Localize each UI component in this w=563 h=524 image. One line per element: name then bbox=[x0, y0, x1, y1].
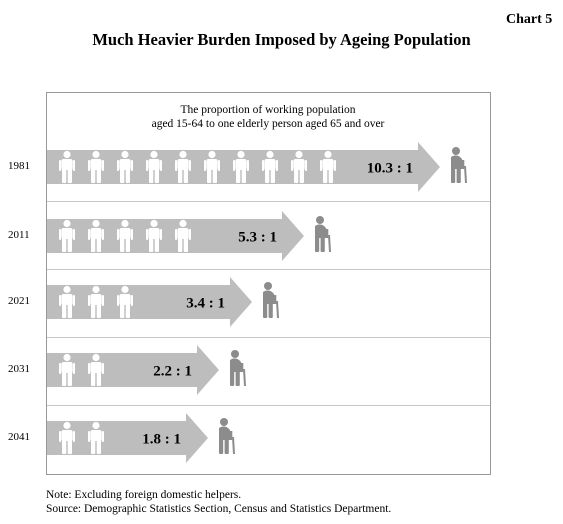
worker-figures-2041 bbox=[59, 421, 104, 454]
plot-frame bbox=[46, 92, 491, 475]
elderly-figure-icon bbox=[451, 147, 467, 184]
worker-figures-2031 bbox=[59, 353, 104, 386]
chart-number-label: Chart 5 bbox=[506, 12, 553, 27]
notes-block: Note: Excluding foreign domestic helpers… bbox=[46, 488, 391, 516]
row-label-2021: 2021 bbox=[8, 295, 30, 307]
elderly-figure-icon bbox=[315, 216, 331, 253]
subtitle-line-2: aged 15-64 to one elderly person aged 65… bbox=[152, 118, 385, 130]
worker-figures-2011 bbox=[59, 219, 191, 252]
ratio-value-label: 2.2 : 1 bbox=[153, 364, 192, 380]
ratio-value-label: 5.3 : 1 bbox=[238, 230, 277, 246]
ratio-arrow-2031 bbox=[47, 345, 219, 395]
source-text: Source: Demographic Statistics Section, … bbox=[46, 503, 392, 515]
row-label-2041: 2041 bbox=[8, 431, 30, 443]
row-label-2011: 2011 bbox=[8, 229, 30, 241]
note-text: Note: Excluding foreign domestic helpers… bbox=[46, 489, 242, 501]
ratio-value-label: 10.3 : 1 bbox=[367, 161, 413, 177]
ratio-value-label: 1.8 : 1 bbox=[142, 432, 181, 448]
worker-figures-2021 bbox=[59, 285, 133, 318]
worker-figures-1981 bbox=[59, 150, 336, 183]
chart-title: Much Heavier Burden Imposed by Ageing Po… bbox=[92, 30, 471, 49]
elderly-figure-icon bbox=[219, 418, 235, 455]
elderly-figure-icon bbox=[230, 350, 246, 387]
elderly-figure-icon bbox=[263, 282, 279, 319]
row-label-2031: 2031 bbox=[8, 363, 30, 375]
row-label-1981: 1981 bbox=[8, 160, 30, 172]
ratio-arrow-2041 bbox=[47, 413, 208, 463]
subtitle-line-1: The proportion of working population bbox=[180, 104, 355, 116]
ratio-value-label: 3.4 : 1 bbox=[186, 296, 225, 312]
